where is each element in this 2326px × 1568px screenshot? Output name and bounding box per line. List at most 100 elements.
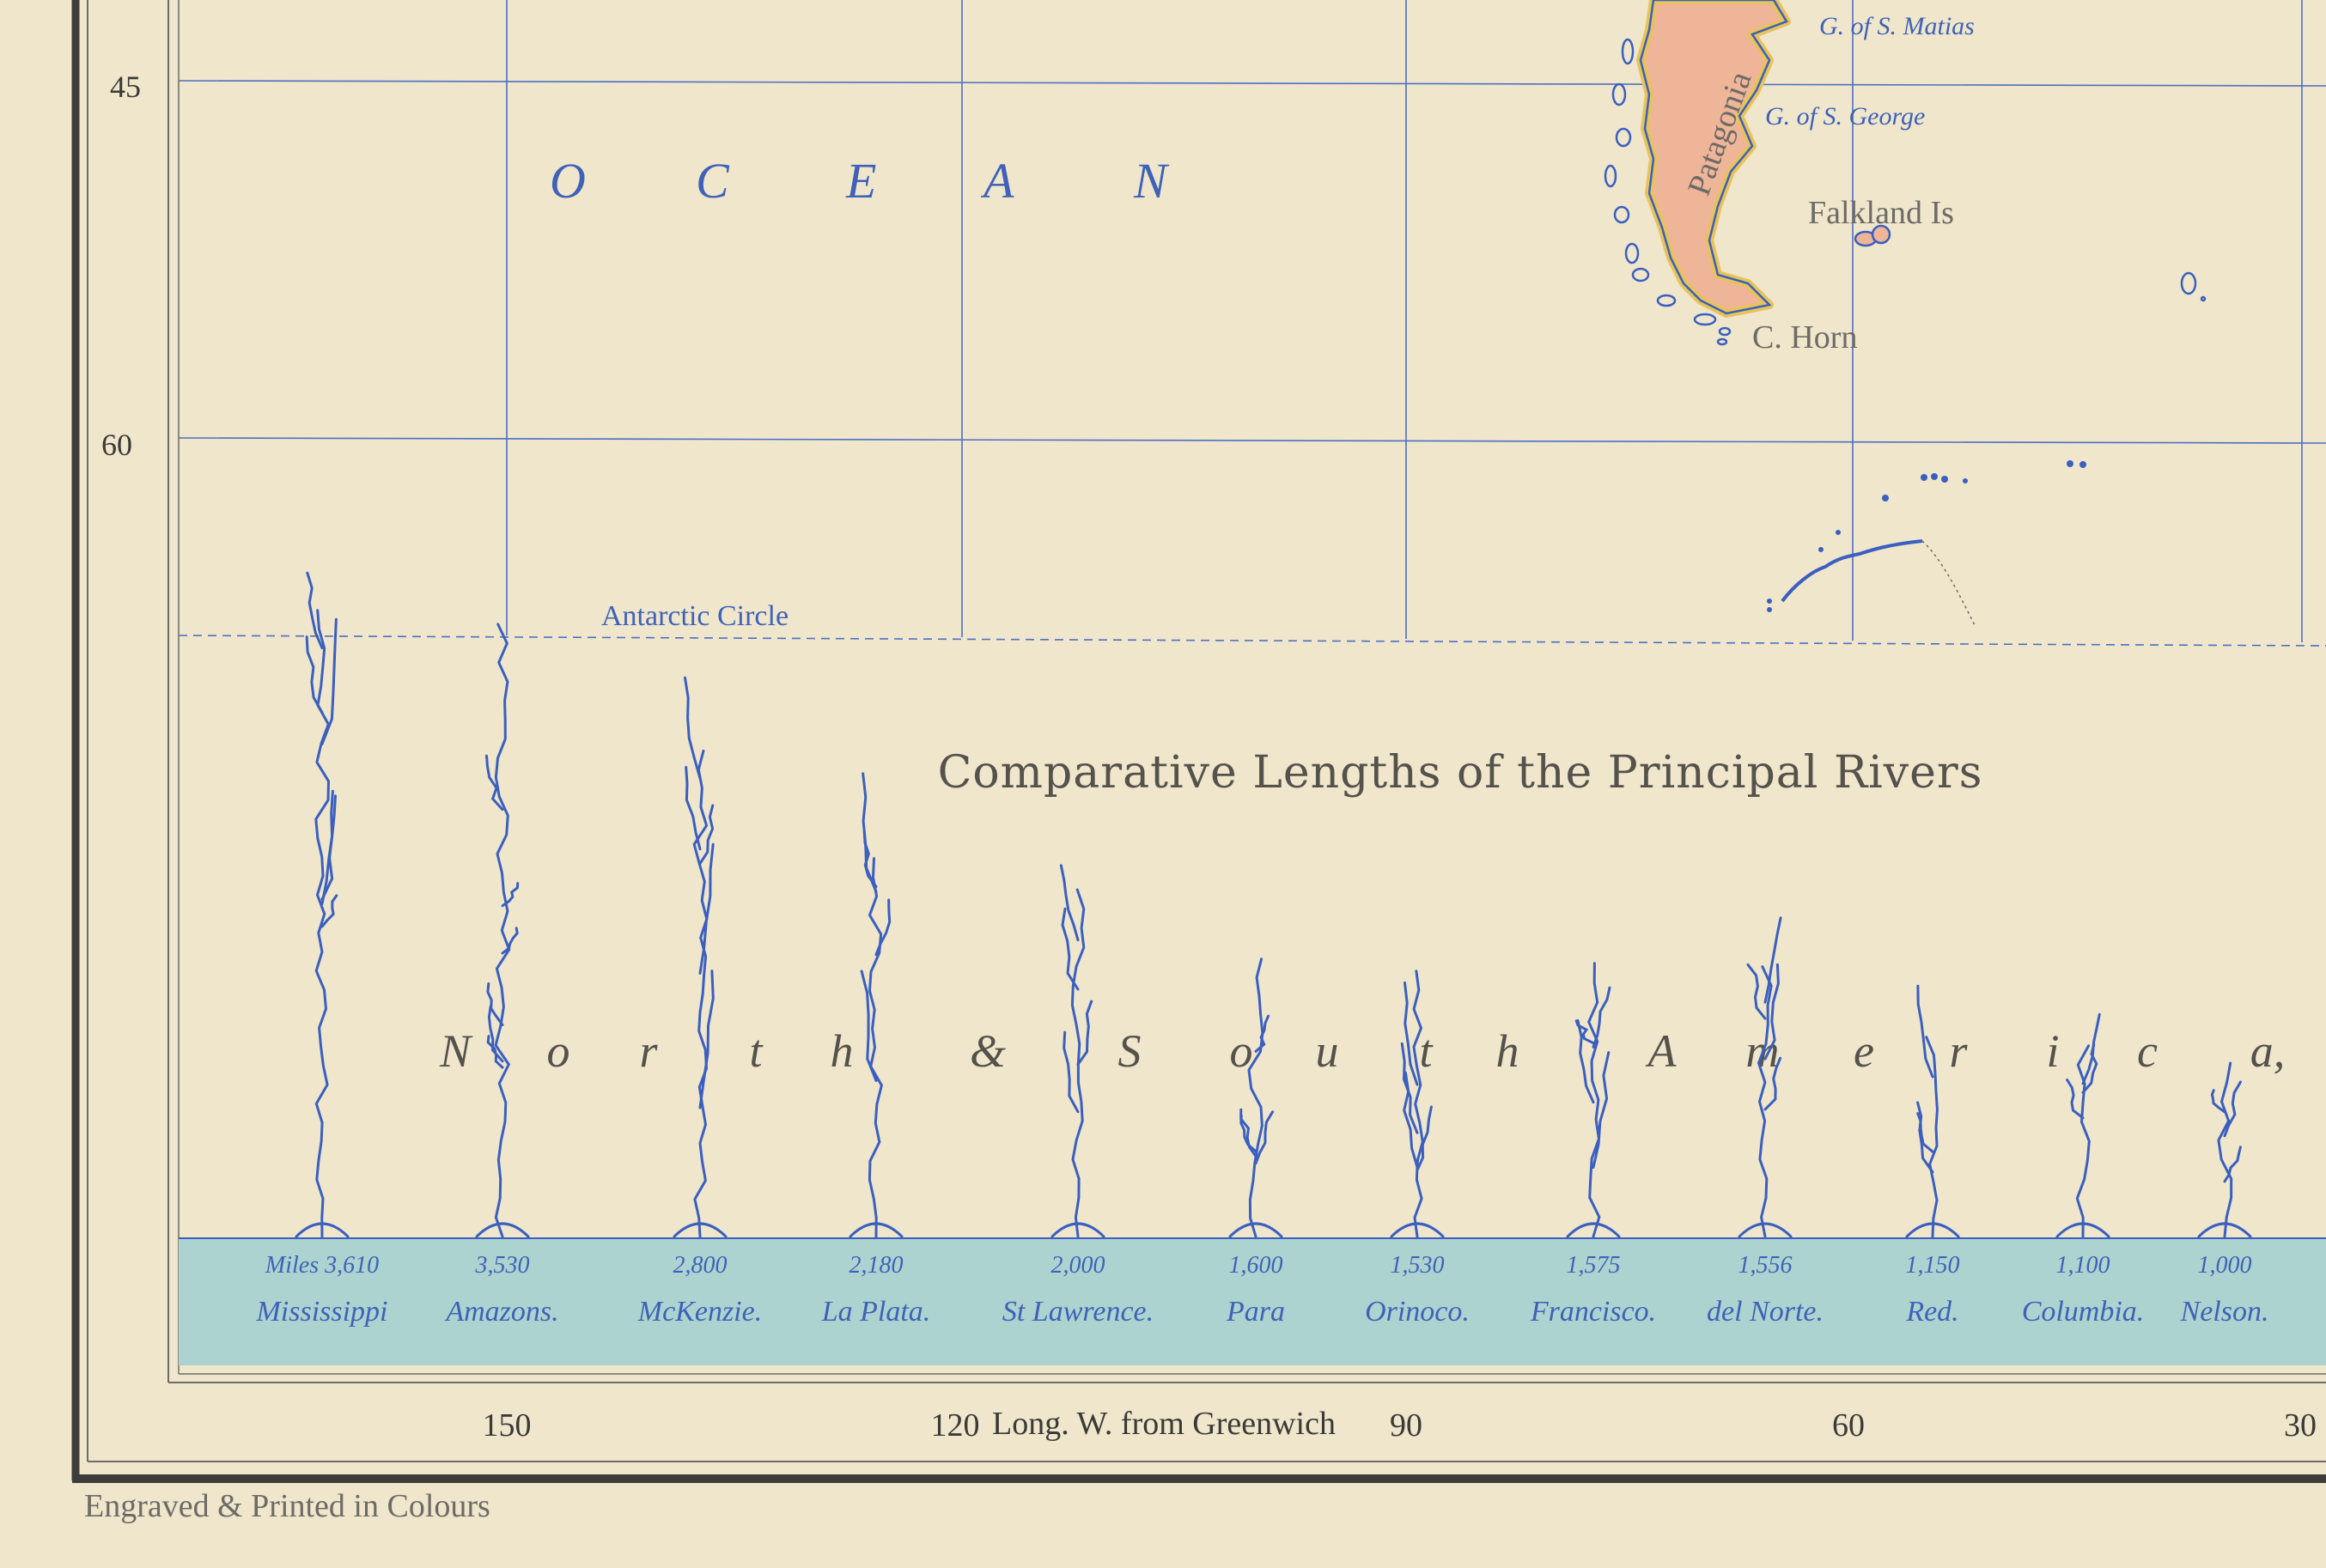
river-mark: 2,180 La Plata.	[821, 772, 930, 1328]
river-tributary	[320, 894, 338, 928]
river-tributary	[1404, 982, 1419, 1086]
river-channel	[494, 623, 511, 1238]
river-tributary	[685, 766, 702, 851]
latitude-label-60: 60	[101, 428, 132, 462]
river-tributary	[1239, 1114, 1257, 1153]
longitude-label-60: 60	[1832, 1407, 1865, 1443]
river-tributary	[860, 969, 878, 1082]
river-name-label: Orinoco.	[1365, 1296, 1470, 1328]
river-mark: 2,800 McKenzie.	[637, 676, 762, 1328]
river-channel	[1757, 965, 1773, 1238]
label-gulf-san-matias: G. of S. Matias	[1819, 12, 1975, 40]
south-shetland	[1767, 530, 1976, 628]
continent-letter: u	[1316, 1025, 1339, 1077]
longitude-label-90: 90	[1390, 1407, 1422, 1443]
river-mark: 2,000 St Lawrence.	[1002, 864, 1154, 1328]
river-name-label: Mississippi	[255, 1296, 387, 1328]
river-tributary	[1416, 1105, 1433, 1172]
longitude-axis-label: Long. W. from Greenwich	[992, 1406, 1336, 1442]
river-channel	[2075, 1044, 2091, 1238]
ocean-letter: A	[980, 153, 1014, 209]
river-tributary	[1061, 907, 1080, 991]
river-tributary	[1763, 963, 1780, 1061]
river-name-label: Francisco.	[1530, 1296, 1656, 1328]
falkland-islands	[1854, 224, 1891, 247]
river-tributary	[1592, 1051, 1611, 1170]
river-tributary	[1746, 963, 1767, 1020]
river-tributary	[1916, 1101, 1934, 1174]
longitude-label-120: 120	[931, 1407, 980, 1443]
river-delta	[295, 1222, 350, 1238]
river-tributary	[320, 794, 337, 901]
river-marks: Miles 3,610 Mississippi 3,530 Amazons. 2,800…	[255, 571, 2269, 1328]
river-name-label: St Lawrence.	[1002, 1296, 1154, 1328]
ocean-letter: C	[696, 153, 730, 209]
river-tributary	[486, 982, 504, 1026]
river-tributary	[305, 635, 324, 714]
river-delta	[475, 1222, 530, 1238]
river-miles-label: 1,150	[1906, 1252, 1960, 1279]
continent-letter: o	[547, 1025, 570, 1077]
river-tributary	[1403, 1071, 1419, 1169]
river-channel	[868, 857, 884, 1238]
rivers-band	[179, 1238, 2326, 1365]
ocean-letter: O	[550, 153, 586, 209]
river-miles-label: 1,530	[1391, 1252, 1445, 1279]
river-tributary	[1576, 1018, 1595, 1104]
river-mark: 1,600 Para	[1226, 957, 1285, 1328]
river-tributary	[1063, 1030, 1080, 1114]
river-name-label: Nelson.	[2180, 1296, 2269, 1328]
ocean-letter: E	[845, 153, 876, 209]
river-name-label: Para	[1226, 1296, 1285, 1328]
river-channel	[1587, 962, 1601, 1238]
river-tributary	[1763, 1056, 1782, 1111]
continent-letter: e	[1854, 1025, 1874, 1077]
continent-letter: t	[749, 1025, 764, 1077]
river-delta	[1566, 1222, 1621, 1238]
river-tributary	[306, 571, 324, 650]
river-miles-label: 1,100	[2056, 1252, 2110, 1279]
longitude-label-150: 150	[483, 1407, 532, 1443]
river-channel	[1247, 957, 1264, 1238]
river-tributary	[1592, 986, 1611, 1048]
river-tributary	[1916, 984, 1934, 1079]
continent-letter: i	[2046, 1025, 2059, 1077]
river-miles-label: Miles 3,610	[265, 1252, 379, 1279]
south-georgia	[2180, 271, 2207, 302]
ocean-letter: N	[1133, 153, 1170, 209]
rivers-inset: Comparative Lengths of the Principal Riv…	[179, 571, 2326, 1365]
rivers-title: Comparative Lengths of the Principal Riv…	[938, 747, 1983, 799]
river-tributary	[698, 804, 715, 866]
river-name-label: del Norte.	[1707, 1296, 1824, 1328]
longitude-label-30: 30	[2284, 1407, 2317, 1443]
river-tributary	[485, 754, 504, 811]
river-tributary	[2081, 1043, 2098, 1094]
river-delta	[1905, 1222, 1960, 1238]
south-orkney-dots	[1882, 460, 2086, 501]
river-tributary	[2210, 1089, 2226, 1114]
river-mark: 1,575 Francisco.	[1530, 962, 1656, 1328]
label-gulf-san-george: G. of S. George	[1765, 102, 1925, 131]
continent-letter: r	[639, 1025, 658, 1077]
latitude-label-45: 45	[110, 70, 141, 104]
river-tributary	[698, 842, 715, 975]
river-tributary	[501, 882, 520, 908]
river-miles-label: 1,000	[2198, 1252, 2252, 1279]
river-tributary	[698, 969, 715, 1109]
river-miles-label: 1,600	[1229, 1252, 1283, 1279]
river-miles-label: 1,556	[1738, 1252, 1793, 1279]
river-name-label: Columbia.	[2022, 1296, 2145, 1328]
river-tributary	[874, 898, 892, 957]
river-tributary	[1574, 1019, 1595, 1045]
river-channel	[2217, 1061, 2233, 1238]
river-mark: Miles 3,610 Mississippi	[255, 571, 388, 1328]
continent-letter: h	[831, 1025, 854, 1077]
continent-letter: a,	[2250, 1025, 2286, 1077]
river-tributary	[1254, 1110, 1275, 1165]
river-tributary	[2223, 1080, 2242, 1138]
river-delta	[1738, 1222, 1793, 1238]
river-miles-label: 2,000	[1051, 1252, 1105, 1279]
river-channel	[692, 749, 709, 1238]
graticule	[178, 0, 2326, 647]
